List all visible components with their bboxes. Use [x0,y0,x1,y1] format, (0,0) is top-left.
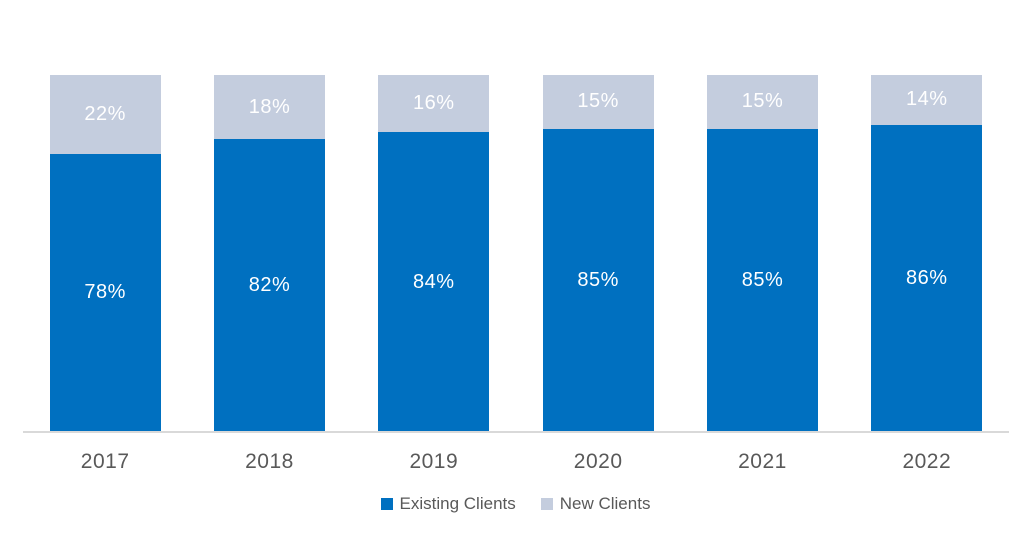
legend-label-existing-clients: Existing Clients [399,494,516,513]
bar-slot-2017: 22% 78% [23,75,187,432]
bar-2018: 18% 82% [213,75,325,432]
x-axis-label-2020: 2020 [573,450,623,473]
bar-label-new-clients-2017: 22% [84,102,126,125]
bar-label-existing-clients-2018: 82% [248,274,291,297]
legend-label-new-clients: New Clients [559,494,651,513]
bar-slot-2021: 15% 85% [680,75,844,432]
x-axis-label-2022: 2022 [902,450,952,473]
x-axis-label-2017: 2017 [80,450,130,473]
bar-label-new-clients-2020: 15% [577,90,619,113]
bar-slot-2022: 14% 86% [845,75,1009,432]
x-axis-label-2019: 2019 [409,450,459,473]
bar-label-existing-clients-2017: 78% [84,281,126,304]
bar-segment-new-clients-2022: 14% [871,75,983,125]
bar-segment-new-clients-2019: 16% [378,75,490,133]
x-axis-line [23,431,1009,433]
bar-label-new-clients-2018: 18% [248,95,291,118]
bar-segment-existing-clients-2020: 85% [542,128,654,432]
bar-slot-2020: 15% 85% [516,75,680,432]
bar-label-existing-clients-2021: 85% [741,268,784,291]
bar-2022: 14% 86% [871,75,983,432]
bar-slot-2019: 16% 84% [352,75,516,432]
bar-segment-existing-clients-2022: 86% [871,124,983,432]
x-axis-label-2018: 2018 [245,450,294,473]
legend-item-existing-clients: Existing Clients [380,493,516,515]
bar-slot-2018: 18% 82% [187,75,351,432]
bar-label-new-clients-2019: 16% [413,92,455,115]
bar-2020: 15% 85% [542,75,654,432]
bar-segment-existing-clients-2021: 85% [706,128,818,432]
plot-area: 22% 78% 18% 82% 16% 84% 15% 85% 15% 85% 14% 86% [23,75,1009,432]
legend-item-new-clients: New Clients [540,493,651,515]
bar-label-new-clients-2021: 15% [741,90,784,113]
bar-segment-existing-clients-2017: 78% [49,153,161,432]
bar-segment-new-clients-2020: 15% [542,75,654,129]
bar-label-existing-clients-2020: 85% [577,268,619,291]
bar-2021: 15% 85% [706,75,818,432]
bar-segment-new-clients-2018: 18% [213,75,325,140]
legend-swatch-existing-clients [380,498,393,510]
legend-swatch-new-clients [540,498,553,510]
bar-label-existing-clients-2022: 86% [906,266,948,289]
bar-2019: 16% 84% [378,75,490,432]
x-axis-labels: 2017 2018 2019 2020 2021 2022 [23,449,1009,475]
bar-2017: 22% 78% [49,75,161,432]
bar-segment-new-clients-2021: 15% [706,75,818,129]
bar-segment-existing-clients-2019: 84% [378,132,490,432]
x-axis-label-2021: 2021 [738,450,787,473]
bar-label-existing-clients-2019: 84% [413,270,455,293]
bar-label-new-clients-2022: 14% [906,88,948,111]
bar-segment-new-clients-2017: 22% [49,75,161,154]
bar-segment-existing-clients-2018: 82% [213,139,325,432]
legend: Existing Clients New Clients [0,493,1031,515]
